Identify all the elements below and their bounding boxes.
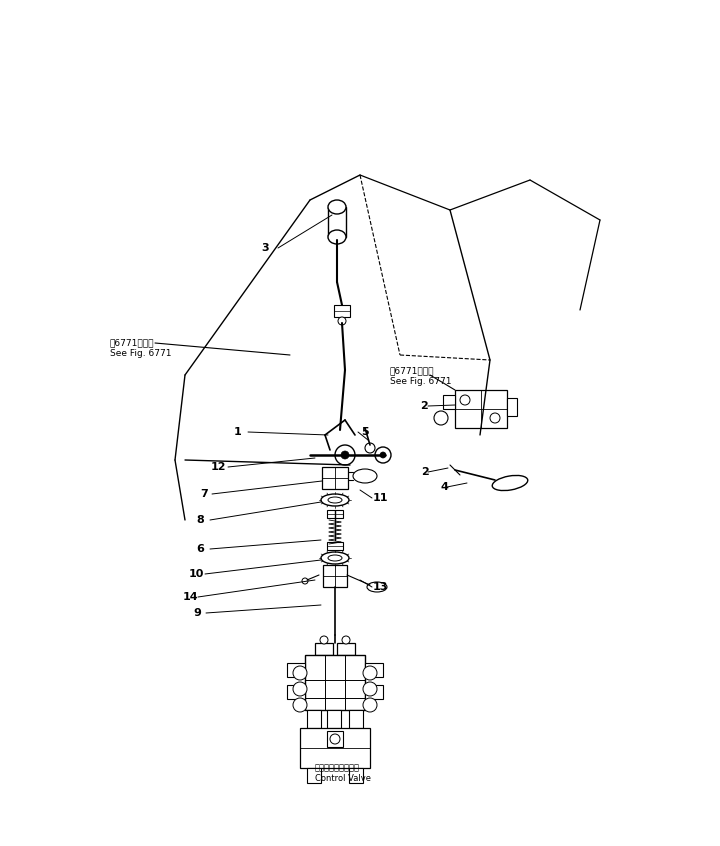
Bar [349, 768, 363, 783]
Bar [349, 710, 363, 728]
Text: 5: 5 [361, 427, 369, 437]
Circle shape [375, 447, 391, 463]
Bar [327, 510, 343, 518]
Text: コントロールバルブ
Control Valve: コントロールバルブ Control Valve [315, 763, 371, 783]
Text: 11: 11 [372, 493, 388, 503]
Circle shape [342, 636, 350, 644]
Text: 2: 2 [421, 467, 429, 477]
Ellipse shape [353, 469, 377, 483]
Bar [327, 542, 343, 550]
Text: 7: 7 [200, 489, 208, 499]
Circle shape [330, 734, 340, 744]
Text: 12: 12 [210, 462, 226, 472]
Bar [287, 663, 305, 677]
Ellipse shape [328, 200, 346, 214]
Circle shape [341, 451, 349, 459]
Text: 10: 10 [189, 569, 204, 579]
Circle shape [338, 317, 346, 325]
Circle shape [293, 698, 307, 712]
Circle shape [363, 682, 377, 696]
Circle shape [434, 411, 448, 425]
Bar [300, 728, 370, 768]
Text: 第6771図参照
See Fig. 6771: 第6771図参照 See Fig. 6771 [390, 366, 451, 386]
Bar [307, 710, 321, 728]
Circle shape [365, 443, 375, 453]
Bar [305, 655, 365, 710]
Text: 6: 6 [196, 544, 204, 554]
Text: 1: 1 [234, 427, 242, 437]
Circle shape [460, 395, 470, 405]
Ellipse shape [367, 582, 387, 592]
Ellipse shape [321, 494, 349, 506]
Bar [365, 685, 383, 699]
Circle shape [293, 682, 307, 696]
Circle shape [363, 666, 377, 680]
Bar [334, 305, 350, 317]
Circle shape [302, 578, 308, 584]
Text: 8: 8 [196, 515, 204, 525]
Bar [507, 398, 517, 416]
Circle shape [293, 666, 307, 680]
Bar [328, 207, 346, 237]
Bar [455, 390, 507, 428]
Bar [337, 643, 355, 655]
Bar [315, 643, 333, 655]
Text: 9: 9 [193, 608, 201, 618]
Ellipse shape [492, 475, 528, 491]
Text: 13: 13 [372, 582, 387, 592]
Bar [287, 685, 305, 699]
Text: 第6771図参照
See Fig. 6771: 第6771図参照 See Fig. 6771 [110, 338, 171, 358]
Bar [365, 663, 383, 677]
Circle shape [335, 445, 355, 465]
Ellipse shape [328, 497, 342, 503]
Ellipse shape [321, 552, 349, 564]
Bar [327, 731, 343, 747]
Text: 3: 3 [261, 243, 269, 253]
Bar [323, 565, 347, 587]
Circle shape [490, 413, 500, 423]
Bar [443, 395, 455, 409]
Bar [322, 467, 348, 489]
Text: 14: 14 [182, 592, 198, 602]
Circle shape [380, 452, 386, 458]
Circle shape [363, 698, 377, 712]
Bar [307, 768, 321, 783]
Bar [327, 710, 341, 728]
Text: 4: 4 [440, 482, 448, 492]
Circle shape [320, 636, 328, 644]
Ellipse shape [328, 230, 346, 244]
Text: 2: 2 [420, 401, 428, 411]
Ellipse shape [328, 555, 342, 561]
